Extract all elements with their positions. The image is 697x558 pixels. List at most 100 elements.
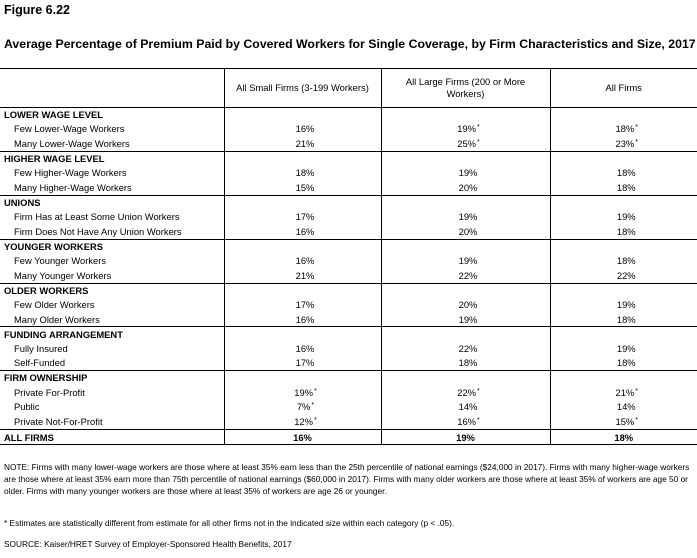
value-cell: 15% (223, 179, 381, 196)
value-text: 20% (458, 181, 478, 193)
value-cell: 19% (380, 252, 550, 268)
value-cell: 18% (549, 223, 697, 240)
value-cell: 20% (380, 296, 550, 312)
section-blank-cell (380, 194, 550, 210)
section-header-row: LOWER WAGE LEVEL (0, 107, 697, 122)
column-header-all-firms: All Firms (549, 69, 697, 108)
value-text: 22% (458, 342, 478, 354)
value-cell: 18%* (549, 121, 697, 137)
top-rule (0, 68, 697, 69)
value-text: 16% (295, 254, 315, 266)
row-label: Many Lower-Wage Workers (14, 137, 130, 149)
value-text: 18% (616, 254, 636, 266)
total-value: 16% (223, 429, 381, 446)
section-blank-cell (380, 326, 550, 341)
value-cell: 16% (223, 223, 381, 240)
value-text: 14% (616, 401, 636, 413)
row-label: Private For-Profit (14, 386, 85, 398)
value-text: 18% (616, 167, 636, 179)
significance-asterisk: * (635, 124, 638, 132)
value-text: 18% (615, 123, 635, 135)
significance-asterisk: * (311, 402, 315, 410)
value-text: 19% (458, 167, 478, 179)
table-row: Few Younger Workers 16% 19% 18% (0, 252, 697, 268)
table-row: Self-Funded 17% 18% 18% (0, 355, 697, 371)
section-blank-cell (549, 150, 697, 166)
section-blank-cell (549, 370, 697, 385)
section-blank-cell (380, 370, 550, 385)
value-cell: 20% (380, 179, 550, 196)
notes-area: NOTE: Firms with many lower-wage workers… (0, 451, 697, 558)
value-text: 16% (457, 416, 477, 428)
value-text: 19% (457, 123, 477, 135)
table-row: Firm Does Not Have Any Union Workers 16% 2… (0, 223, 697, 240)
section-blank-cell (223, 282, 381, 297)
section-blank-cell (549, 107, 697, 122)
value-cell: 17% (223, 355, 381, 371)
row-label: Many Older Workers (14, 313, 100, 325)
row-label: Fully Insured (14, 342, 68, 354)
value-text: 15% (295, 181, 315, 193)
value-text: 16% (295, 342, 315, 354)
table-row: Private Not-For-Profit 12%* 16%* 15%* (0, 414, 697, 430)
total-value: 19% (380, 429, 550, 446)
value-cell: 21%* (549, 384, 697, 400)
section-blank-cell (549, 194, 697, 210)
section-blank-cell (223, 194, 381, 210)
table-row: Firm Has at Least Some Union Workers 17% 1… (0, 209, 697, 224)
value-cell: 19% (380, 165, 550, 180)
value-cell: 18% (223, 165, 381, 180)
value-cell: 16% (223, 121, 381, 137)
section-blank-cell (549, 282, 697, 297)
value-cell: 19% (549, 340, 697, 356)
section-blank-cell (223, 370, 381, 385)
value-text: 20% (458, 298, 478, 310)
value-text: 19% (458, 210, 478, 222)
value-text: 19% (616, 298, 636, 310)
value-cell: 22% (549, 267, 697, 284)
value-cell: 21% (223, 267, 381, 284)
table-row: Many Lower-Wage Workers 21% 25%* 23%* (0, 136, 697, 152)
row-label: Few Older Workers (14, 298, 95, 310)
value-text: 23% (615, 137, 635, 149)
table-row: Private For-Profit 19%* 22%* 21%* (0, 384, 697, 400)
value-cell: 23%* (549, 136, 697, 152)
column-header-blank (0, 69, 224, 108)
value-text: 12% (294, 416, 314, 428)
section-blank-cell (549, 326, 697, 341)
section-blank-cell (223, 238, 381, 253)
section-heading: LOWER WAGE LEVEL (0, 107, 224, 122)
value-text: 22% (457, 386, 477, 398)
value-cell: 19%* (380, 121, 550, 137)
value-text: 18% (616, 357, 636, 369)
value-cell: 14% (549, 399, 697, 415)
row-label: Private Not-For-Profit (14, 416, 103, 428)
significance-note: * Estimates are statistically different … (4, 518, 455, 528)
section-header-row: UNIONS (0, 194, 697, 210)
value-text: 17% (295, 298, 315, 310)
significance-asterisk: * (477, 417, 480, 425)
section-heading: YOUNGER WORKERS (0, 238, 224, 253)
table-body: All Small Firms (3-199 Workers) All Larg… (0, 69, 697, 446)
table-row: Public 7%* 14% 14% (0, 399, 697, 415)
significance-asterisk: * (635, 138, 638, 146)
value-text: 16% (295, 123, 315, 135)
value-text: 16% (295, 313, 315, 325)
section-heading: OLDER WORKERS (0, 282, 224, 297)
value-text: 22% (458, 269, 478, 281)
value-cell: 18% (549, 355, 697, 371)
significance-asterisk: * (635, 387, 638, 395)
section-blank-cell (223, 107, 381, 122)
section-blank-cell (549, 238, 697, 253)
row-label: Few Lower-Wage Workers (14, 123, 125, 135)
section-blank-cell (380, 282, 550, 297)
significance-asterisk: * (314, 417, 317, 425)
value-cell: 12%* (223, 414, 381, 430)
section-blank-cell (223, 326, 381, 341)
value-text: 18% (295, 167, 315, 179)
total-row: ALL FIRMS 16% 19% 18% (0, 429, 697, 446)
value-text: 18% (458, 357, 478, 369)
table-row: Many Older Workers 16% 19% 18% (0, 311, 697, 327)
value-cell: 16% (223, 340, 381, 356)
value-text: 18% (616, 181, 636, 193)
